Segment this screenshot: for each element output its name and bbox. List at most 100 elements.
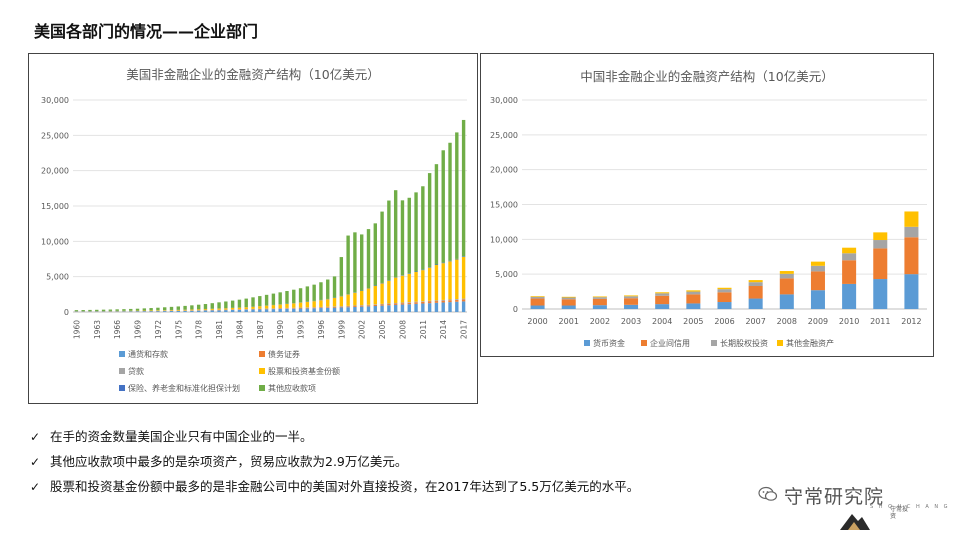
bar-segment bbox=[387, 280, 391, 304]
bar-segment bbox=[448, 302, 452, 312]
bar-segment bbox=[717, 289, 732, 293]
legend-swatch bbox=[777, 340, 783, 346]
bar-segment bbox=[271, 309, 276, 312]
bar-segment bbox=[319, 308, 323, 312]
bar-segment bbox=[319, 300, 323, 307]
bar-segment bbox=[196, 309, 201, 311]
bar-segment bbox=[264, 305, 269, 309]
bar-segment bbox=[810, 290, 825, 309]
bar-segment bbox=[434, 164, 439, 265]
bar-segment bbox=[717, 292, 732, 303]
bar-segment bbox=[298, 308, 303, 312]
bar-segment bbox=[400, 303, 405, 305]
y-tick-label: 10,000 bbox=[41, 237, 69, 246]
bar-segment bbox=[373, 223, 377, 286]
legend-label: 债务证券 bbox=[268, 349, 300, 359]
bar-segment bbox=[530, 296, 545, 297]
chart-title: 中国非金融企业的金融资产结构（10亿美元） bbox=[580, 69, 833, 84]
bar-segment bbox=[122, 311, 126, 312]
bar-segment bbox=[427, 173, 432, 268]
bar-segment bbox=[655, 292, 670, 294]
bar-segment bbox=[183, 305, 187, 310]
bar-segment bbox=[421, 186, 425, 270]
x-tick-label: 2002 bbox=[590, 317, 610, 326]
y-tick-label: 30,000 bbox=[490, 96, 518, 105]
bar-segment bbox=[393, 303, 398, 305]
bar-segment bbox=[455, 132, 459, 259]
bar-segment bbox=[414, 192, 418, 272]
bar-segment bbox=[366, 304, 371, 306]
bar-segment bbox=[414, 301, 418, 303]
wechat-icon bbox=[758, 486, 778, 501]
bar-segment bbox=[373, 304, 377, 305]
bar-segment bbox=[427, 301, 432, 304]
bar-segment bbox=[686, 290, 701, 292]
bar-segment bbox=[434, 265, 439, 301]
bar-segment bbox=[203, 309, 208, 311]
bar-segment bbox=[461, 298, 466, 300]
x-tick-label: 2014 bbox=[439, 320, 448, 339]
bar-segment bbox=[561, 305, 576, 309]
bar-segment bbox=[360, 306, 364, 312]
bar-segment bbox=[455, 259, 459, 300]
bar-segment bbox=[108, 311, 113, 312]
bar-segment bbox=[142, 308, 147, 311]
bar-segment bbox=[122, 309, 126, 311]
bar-segment bbox=[129, 311, 133, 312]
bar-segment bbox=[244, 298, 248, 308]
legend-label: 通货和存款 bbox=[128, 349, 168, 359]
bar-segment bbox=[360, 290, 364, 306]
bar-segment bbox=[312, 307, 316, 309]
bar-segment bbox=[285, 308, 289, 309]
y-tick-label: 30,000 bbox=[41, 96, 69, 105]
legend-swatch bbox=[641, 340, 647, 346]
bar-segment bbox=[779, 273, 794, 279]
bar-segment bbox=[346, 305, 350, 307]
bar-segment bbox=[305, 286, 310, 302]
bar-segment bbox=[190, 310, 194, 312]
bar-segment bbox=[230, 300, 235, 308]
bar-segment bbox=[592, 297, 607, 299]
bar-segment bbox=[434, 300, 439, 302]
x-tick-label: 1981 bbox=[215, 320, 224, 339]
bar-segment bbox=[393, 277, 398, 303]
bar-segment bbox=[748, 298, 763, 309]
bar-segment bbox=[285, 308, 289, 312]
bar-segment bbox=[407, 302, 411, 305]
bar-segment bbox=[455, 299, 459, 300]
bar-segment bbox=[407, 302, 411, 303]
bullet-text: 在手的资金数量美国企业只有中国企业的一半。 bbox=[50, 429, 313, 444]
bar-segment bbox=[230, 307, 235, 310]
bar-segment bbox=[326, 299, 330, 307]
bar-segment bbox=[686, 291, 701, 295]
bar-segment bbox=[142, 311, 147, 312]
x-tick-label: 2004 bbox=[652, 317, 672, 326]
bar-segment bbox=[169, 306, 174, 310]
bar-segment bbox=[441, 262, 445, 264]
x-tick-label: 1969 bbox=[134, 320, 143, 339]
bar-segment bbox=[230, 309, 235, 312]
bar-segment bbox=[135, 311, 140, 312]
bar-segment bbox=[292, 303, 296, 308]
x-tick-label: 2006 bbox=[714, 317, 734, 326]
bar-segment bbox=[748, 282, 763, 287]
bar-segment bbox=[441, 300, 445, 303]
bar-segment bbox=[224, 301, 228, 309]
bar-segment bbox=[163, 310, 167, 311]
legend-label: 其他金融资产 bbox=[786, 338, 834, 348]
bar-segment bbox=[373, 304, 377, 306]
bar-segment bbox=[203, 310, 208, 312]
bar-segment bbox=[264, 309, 269, 312]
bar-segment bbox=[427, 267, 432, 268]
x-tick-label: 1990 bbox=[276, 320, 285, 339]
y-tick-label: 15,000 bbox=[490, 201, 518, 210]
bar-segment bbox=[407, 197, 411, 274]
us-chart-panel: 美国非金融企业的金融资产结构（10亿美元） 0 5,000 10,000 15,000 2… bbox=[28, 53, 478, 404]
bar-segment bbox=[461, 301, 466, 312]
check-icon: ✓ bbox=[30, 480, 41, 494]
bar-segment bbox=[360, 234, 364, 291]
bar-segment bbox=[904, 237, 919, 275]
bar-segment bbox=[427, 300, 432, 302]
x-tick-label: 2017 bbox=[460, 320, 469, 339]
x-tick-label: 1960 bbox=[72, 320, 81, 339]
